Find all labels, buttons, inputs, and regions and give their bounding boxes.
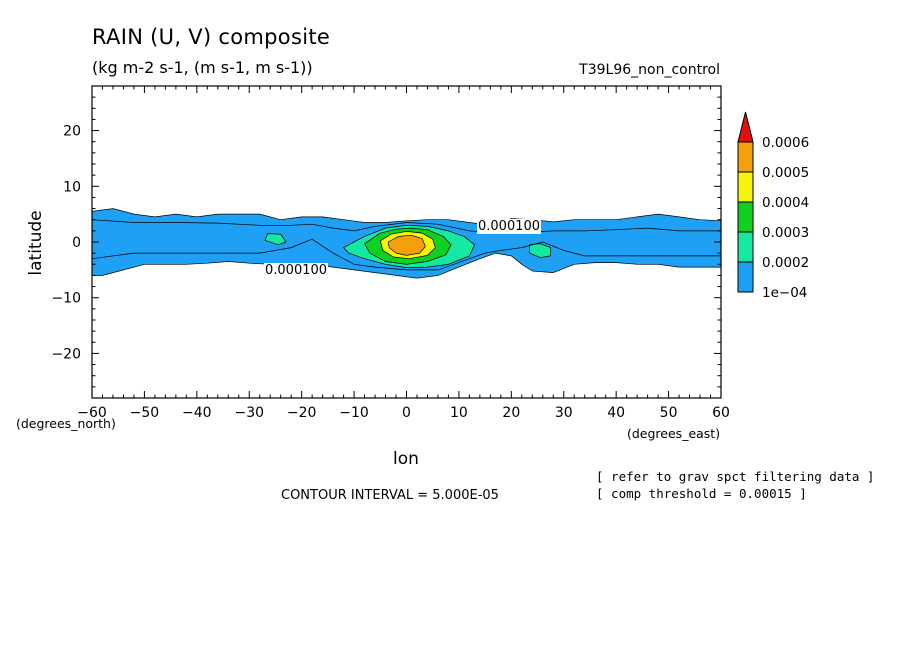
colorbar-label: 0.0003 bbox=[762, 225, 809, 241]
x-tick-label: −30 bbox=[234, 405, 264, 421]
colorbar-label: 0.0004 bbox=[762, 195, 809, 211]
units-line: (kg m-2 s-1, (m s-1, m s-1)) bbox=[92, 58, 313, 77]
contour-line bbox=[91, 219, 721, 233]
chart-title: RAIN (U, V) composite bbox=[92, 25, 331, 49]
x-tick-label: 30 bbox=[555, 405, 573, 421]
y-tick-label: 10 bbox=[63, 179, 81, 195]
y-tick-label: 0 bbox=[72, 235, 81, 251]
x-tick-label: 0 bbox=[402, 405, 411, 421]
contour-region-level-1 bbox=[264, 233, 287, 246]
colorbar-segment bbox=[737, 201, 754, 233]
x-tick-label: −60 bbox=[77, 405, 107, 421]
y-tick-label: 20 bbox=[63, 124, 81, 140]
colorbar-label: 1e−04 bbox=[762, 285, 807, 301]
x-tick-label: −10 bbox=[339, 405, 369, 421]
x-tick-label: 50 bbox=[660, 405, 678, 421]
x-tick-label: 20 bbox=[502, 405, 520, 421]
colorbar-label: 0.0002 bbox=[762, 255, 809, 271]
contour-label: 0.000100 bbox=[265, 263, 327, 278]
colorbar-segment bbox=[737, 261, 754, 293]
colorbar-overflow-triangle bbox=[737, 111, 754, 143]
colorbar-label: 0.0005 bbox=[762, 165, 809, 181]
colorbar-segment bbox=[737, 141, 754, 173]
x-tick-label: −50 bbox=[130, 405, 160, 421]
x-tick-label: −20 bbox=[287, 405, 317, 421]
colorbar-segment bbox=[737, 231, 754, 263]
colorbar-segment bbox=[737, 171, 754, 203]
y-tick-label: −20 bbox=[51, 346, 81, 362]
contour-region-level-1 bbox=[529, 243, 551, 258]
run-label: T39L96_non_control bbox=[579, 62, 720, 78]
axis-ticks: −60 −50 −40 −30 −20 −10 0 10 20 30 40 50 60 20 10 0 −10 −… bbox=[51, 85, 730, 421]
y-axis-label: latitude bbox=[26, 210, 46, 275]
contour-lines bbox=[91, 219, 721, 271]
colorbar-label: 0.0006 bbox=[762, 135, 809, 151]
contour-interval: CONTOUR INTERVAL = 5.000E-05 bbox=[281, 488, 499, 503]
colorbar: 1e−04 0.0002 0.0003 0.0004 0.0005 0.0006 bbox=[737, 111, 809, 301]
contour-region-level-4 bbox=[387, 234, 426, 256]
filled-contour-regions bbox=[91, 208, 722, 279]
contour-label: 0.000100 bbox=[478, 219, 540, 234]
y-tick-label: −10 bbox=[51, 291, 81, 307]
threshold-note: [ comp threshold = 0.00015 ] bbox=[596, 486, 807, 501]
y-unit-label: (degrees_north) bbox=[16, 416, 116, 431]
contour-line bbox=[91, 238, 721, 271]
x-tick-label: 40 bbox=[607, 405, 625, 421]
x-tick-label: 10 bbox=[450, 405, 468, 421]
contour-label-halo bbox=[264, 263, 329, 278]
x-tick-label: 60 bbox=[712, 405, 730, 421]
contour-label-halo bbox=[477, 219, 542, 234]
x-unit-label: (degrees_east) bbox=[627, 426, 720, 441]
filter-note: [ refer to grav spct filtering data ] bbox=[596, 469, 875, 484]
x-tick-label: −40 bbox=[182, 405, 212, 421]
x-axis-label: lon bbox=[393, 449, 419, 469]
